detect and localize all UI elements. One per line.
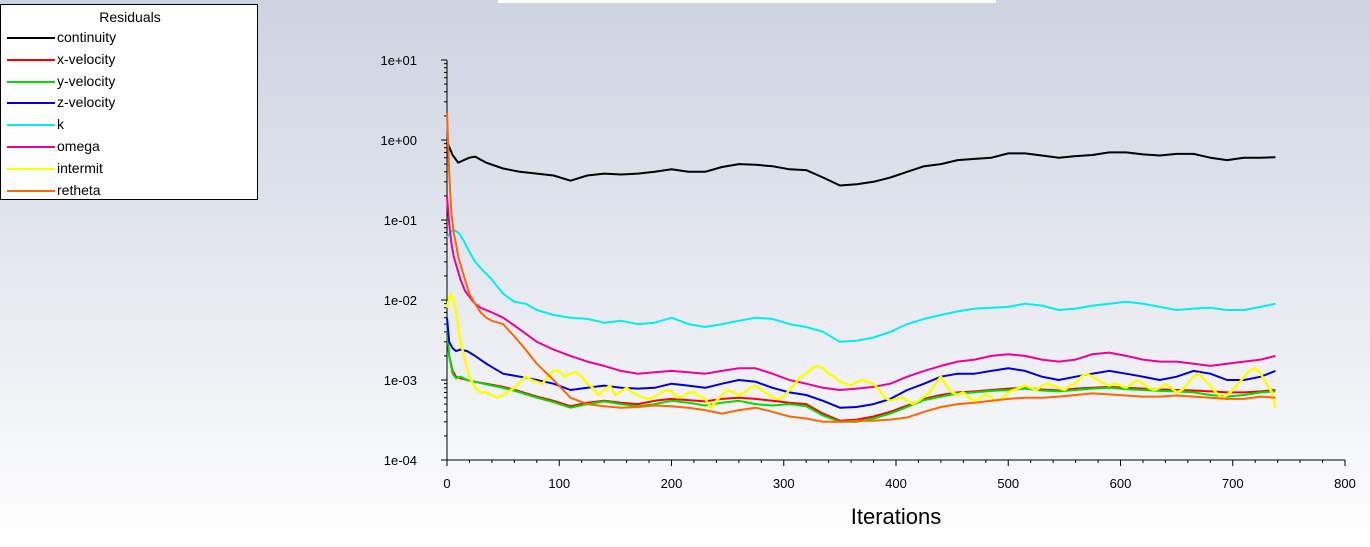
series-line-omega: [446, 195, 1276, 391]
legend-item-k: k: [5, 115, 255, 135]
legend-swatch: [7, 80, 55, 83]
legend-title: Residuals: [99, 9, 161, 25]
legend-label: x-velocity: [57, 50, 116, 67]
y-tick-label: 1e-01: [384, 213, 417, 228]
legend-item-z-velocity: z-velocity: [5, 93, 255, 113]
legend-item-omega: omega: [5, 137, 255, 157]
legend-swatch: [7, 37, 55, 39]
legend-swatch: [7, 58, 55, 61]
x-tick-label: 0: [443, 476, 450, 491]
series-line-intermit: [445, 292, 1277, 409]
series-line-continuity: [446, 141, 1276, 187]
x-tick-label: 300: [773, 476, 795, 491]
legend-label: intermit: [57, 159, 103, 176]
x-tick-label: 100: [548, 476, 570, 491]
x-tick-label: 800: [1334, 476, 1356, 491]
legend-label: y-velocity: [57, 72, 116, 89]
x-tick-label: 500: [997, 476, 1019, 491]
legend-swatch: [7, 189, 55, 192]
title-bar-strip: [498, 0, 996, 3]
series-line-z-velocity: [446, 317, 1276, 409]
series-line-y-velocity: [446, 324, 1276, 423]
legend-label: continuity: [57, 29, 117, 45]
legend-label: z-velocity: [57, 94, 116, 111]
legend-box: Residuals continuity x-velocity y-velocity…: [0, 4, 258, 200]
y-tick-label: 1e-02: [384, 293, 417, 308]
legend-item-intermit: intermit: [5, 159, 255, 179]
legend-swatch: [7, 102, 55, 105]
legend-label: retheta: [57, 181, 101, 198]
legend-item-y-velocity: y-velocity: [5, 72, 255, 92]
legend-swatch: [7, 146, 55, 148]
x-tick-label: 600: [1110, 476, 1132, 491]
legend-label: k: [57, 116, 64, 133]
y-tick-label: 1e+00: [380, 133, 417, 148]
x-axis-title: Iterations: [851, 504, 942, 529]
series-line-k: [446, 229, 1276, 343]
x-tick-label: 400: [885, 476, 907, 491]
legend-item-x-velocity: x-velocity: [5, 50, 255, 70]
legend-item-continuity: continuity: [5, 28, 255, 48]
y-tick-label: 1e-03: [384, 373, 417, 388]
legend-swatch: [7, 167, 55, 170]
y-tick-label: 1e+01: [380, 53, 417, 68]
x-tick-label: 200: [661, 476, 683, 491]
series-line-retheta: [446, 112, 1276, 423]
legend-swatch: [7, 124, 55, 127]
y-tick-label: 1e-04: [384, 453, 417, 468]
x-tick-label: 700: [1222, 476, 1244, 491]
legend-label: omega: [57, 138, 100, 154]
legend-item-retheta: retheta: [5, 181, 255, 201]
